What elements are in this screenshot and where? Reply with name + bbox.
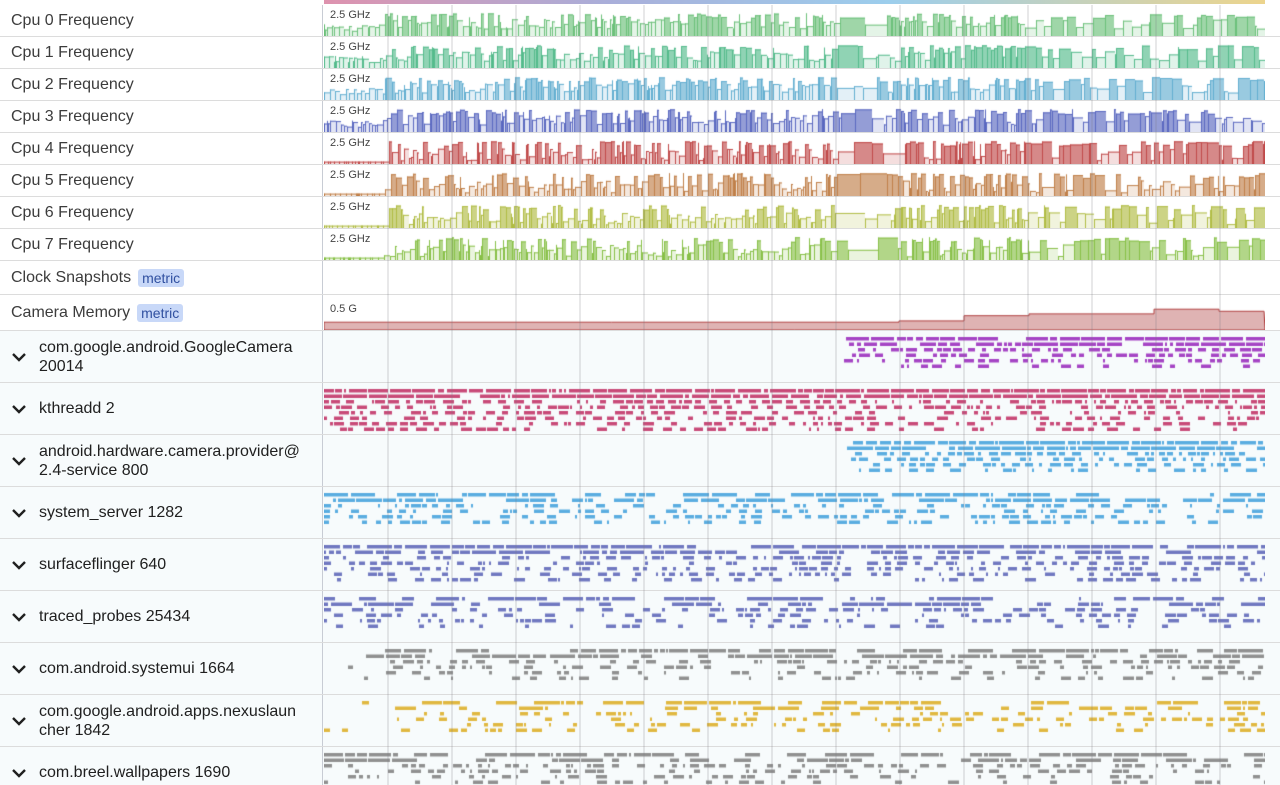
chevron-down-icon[interactable] (10, 556, 28, 574)
track-label[interactable]: Cpu 0 Frequency (0, 5, 323, 36)
thread-slices[interactable] (324, 487, 1265, 538)
process-track: system_server 1282 (0, 487, 1280, 539)
process-track: traced_probes 25434 (0, 591, 1280, 643)
track-label[interactable]: Camera Memory metric (0, 295, 323, 330)
process-name: com.android.systemui 1664 (39, 660, 235, 677)
chevron-down-icon[interactable] (10, 452, 28, 470)
thread-slices[interactable] (324, 435, 1265, 486)
process-name: com.google.android.GoogleCamera 20014 (39, 338, 293, 375)
chevron-down-icon[interactable] (10, 764, 28, 782)
metric-badge: metric (138, 268, 185, 287)
chevron-down-icon[interactable] (10, 400, 28, 418)
process-name: surfaceflinger 640 (39, 556, 167, 573)
process-name: kthreadd 2 (39, 400, 115, 417)
track-label[interactable]: android.hardware.camera.provider@ 2.4-ser… (0, 435, 323, 486)
scale-label: 2.5 GHz (330, 201, 371, 213)
process-name: android.hardware.camera.provider@ 2.4-ser… (39, 442, 300, 479)
process-name: system_server 1282 (39, 504, 184, 521)
metric-track: Clock Snapshots metric (0, 261, 1280, 295)
track-label[interactable]: Cpu 7 Frequency (0, 229, 323, 260)
chevron-down-icon[interactable] (10, 504, 28, 522)
track-label[interactable]: com.google.android.GoogleCamera 20014 (0, 331, 323, 382)
track-title: Clock Snapshots (11, 268, 132, 286)
track-title: Cpu 2 Frequency (11, 75, 134, 93)
process-track: com.google.android.GoogleCamera 20014 (0, 331, 1280, 383)
process-name: com.google.android.apps.nexuslaun cher 18… (39, 702, 297, 739)
track-title: Cpu 6 Frequency (11, 203, 134, 221)
scale-label: 2.5 GHz (330, 41, 371, 53)
track-title: Cpu 3 Frequency (11, 107, 134, 125)
track-title: Cpu 7 Frequency (11, 235, 134, 253)
metric-track: Camera Memory metric 0.5 G (0, 295, 1280, 331)
track-title: Cpu 1 Frequency (11, 43, 134, 61)
track-label[interactable]: Cpu 5 Frequency (0, 165, 323, 196)
scale-label: 2.5 GHz (330, 233, 371, 245)
scale-label: 0.5 G (330, 303, 357, 315)
cpu-frequency-track: Cpu 0 Frequency 2.5 GHz (0, 5, 1280, 37)
cpu-frequency-track: Cpu 7 Frequency 2.5 GHz (0, 229, 1280, 261)
process-track: kthreadd 2 (0, 383, 1280, 435)
frequency-graph[interactable] (324, 165, 1265, 196)
track-label[interactable]: com.google.android.apps.nexuslaun cher 18… (0, 695, 323, 746)
track-label[interactable]: com.breel.wallpapers 1690 (0, 747, 323, 785)
thread-slices[interactable] (324, 591, 1265, 642)
thread-slices[interactable] (324, 331, 1265, 382)
chevron-down-icon[interactable] (10, 712, 28, 730)
cpu-frequency-track: Cpu 2 Frequency 2.5 GHz (0, 69, 1280, 101)
process-name: traced_probes 25434 (39, 608, 191, 625)
track-title: Cpu 4 Frequency (11, 139, 134, 157)
process-track: com.android.systemui 1664 (0, 643, 1280, 695)
track-label[interactable]: com.android.systemui 1664 (0, 643, 323, 694)
process-track: com.google.android.apps.nexuslaun cher 18… (0, 695, 1280, 747)
cpu-frequency-track: Cpu 4 Frequency 2.5 GHz (0, 133, 1280, 165)
cpu-frequency-track: Cpu 1 Frequency 2.5 GHz (0, 37, 1280, 69)
scale-label: 2.5 GHz (330, 169, 371, 181)
frequency-graph[interactable] (324, 229, 1265, 260)
thread-slices[interactable] (324, 539, 1265, 590)
scale-label: 2.5 GHz (330, 137, 371, 149)
thread-slices[interactable] (324, 747, 1265, 785)
process-name: com.breel.wallpapers 1690 (39, 764, 231, 781)
chevron-down-icon[interactable] (10, 660, 28, 678)
thread-slices[interactable] (324, 643, 1265, 694)
memory-graph[interactable] (324, 295, 1265, 330)
track-label[interactable]: Clock Snapshots metric (0, 261, 323, 294)
thread-slices[interactable] (324, 383, 1265, 434)
metric-badge: metric (137, 303, 184, 322)
track-label[interactable]: kthreadd 2 (0, 383, 323, 434)
frequency-graph[interactable] (324, 197, 1265, 228)
track-label[interactable]: Cpu 1 Frequency (0, 37, 323, 68)
scale-label: 2.5 GHz (330, 73, 371, 85)
track-title: Cpu 5 Frequency (11, 171, 134, 189)
track-label[interactable]: system_server 1282 (0, 487, 323, 538)
cpu-frequency-track: Cpu 5 Frequency 2.5 GHz (0, 165, 1280, 197)
scale-label: 2.5 GHz (330, 9, 371, 21)
frequency-graph[interactable] (324, 5, 1265, 36)
frequency-graph[interactable] (324, 37, 1265, 68)
process-track: com.breel.wallpapers 1690 (0, 747, 1280, 785)
frequency-graph[interactable] (324, 101, 1265, 132)
track-label[interactable]: Cpu 2 Frequency (0, 69, 323, 100)
track-label[interactable]: traced_probes 25434 (0, 591, 323, 642)
track-label[interactable]: Cpu 6 Frequency (0, 197, 323, 228)
process-track: android.hardware.camera.provider@ 2.4-ser… (0, 435, 1280, 487)
frequency-graph[interactable] (324, 69, 1265, 100)
cpu-frequency-track: Cpu 3 Frequency 2.5 GHz (0, 101, 1280, 133)
cpu-frequency-track: Cpu 6 Frequency 2.5 GHz (0, 197, 1280, 229)
overview-strip (324, 0, 1265, 4)
track-label[interactable]: surfaceflinger 640 (0, 539, 323, 590)
chevron-down-icon[interactable] (10, 608, 28, 626)
track-label[interactable]: Cpu 4 Frequency (0, 133, 323, 164)
process-track: surfaceflinger 640 (0, 539, 1280, 591)
track-title: Cpu 0 Frequency (11, 11, 134, 29)
frequency-graph[interactable] (324, 133, 1265, 164)
thread-slices[interactable] (324, 695, 1265, 746)
scale-label: 2.5 GHz (330, 105, 371, 117)
track-label[interactable]: Cpu 3 Frequency (0, 101, 323, 132)
chevron-down-icon[interactable] (10, 348, 28, 366)
track-title: Camera Memory (11, 303, 131, 321)
